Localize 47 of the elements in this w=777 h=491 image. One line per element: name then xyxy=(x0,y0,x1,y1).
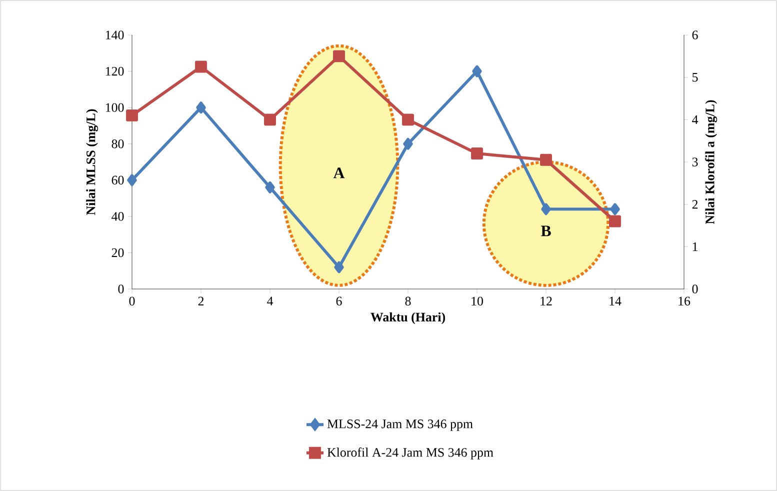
y2-tick-label: 3 xyxy=(692,158,698,166)
point xyxy=(472,65,482,78)
y-tick-label: 0 xyxy=(118,284,124,294)
y2-tick-label: 5 xyxy=(692,73,698,82)
point xyxy=(540,154,552,166)
x-tick-label: 12 xyxy=(540,296,552,306)
x-tick-label: 6 xyxy=(336,296,342,306)
y2-tick-label: 0 xyxy=(692,284,698,294)
point xyxy=(610,203,620,216)
annotation: B xyxy=(540,226,551,236)
y-tick-label: 80 xyxy=(112,139,124,148)
y2-tick-label: 6 xyxy=(692,30,698,40)
point xyxy=(127,174,137,186)
y2-tick-label: 4 xyxy=(692,115,698,124)
point xyxy=(333,50,345,62)
y-tick-label: 20 xyxy=(112,248,124,258)
y2-axis-title: Nilai Klorofil a (mg/L) xyxy=(705,100,718,224)
point xyxy=(196,102,206,114)
point xyxy=(265,181,275,194)
point xyxy=(126,109,138,122)
y-tick-label: 40 xyxy=(112,212,124,221)
x-tick-label: 4 xyxy=(267,296,274,306)
point xyxy=(264,114,276,126)
y-tick-label: 60 xyxy=(112,176,124,185)
point xyxy=(541,203,551,216)
y-tick-label: 100 xyxy=(106,103,124,112)
point xyxy=(402,114,414,126)
legend-label: Klorofil A-24 Jam MS 346 ppm xyxy=(327,448,494,460)
x-tick-label: 14 xyxy=(610,296,622,306)
x-tick-label: 8 xyxy=(405,296,411,306)
y-tick-label: 140 xyxy=(106,30,124,40)
legend-label: MLSS-24 Jam MS 346 ppm xyxy=(327,420,473,431)
point xyxy=(471,148,483,160)
annotation: A xyxy=(333,168,345,178)
point xyxy=(334,261,344,274)
x-tick-label: 0 xyxy=(129,296,135,306)
point xyxy=(403,138,413,150)
x-tick-label: 16 xyxy=(678,296,690,306)
x-tick-label: 10 xyxy=(472,296,483,306)
y2-tick-label: 2 xyxy=(692,200,698,209)
x-axis-title: Waktu (Hari) xyxy=(370,312,446,324)
y-tick-label: 120 xyxy=(106,66,124,76)
y2-tick-label: 1 xyxy=(692,242,698,251)
y-axis-title: Nilai MLSS (mg/L) xyxy=(86,109,98,215)
point xyxy=(195,60,207,73)
x-tick-label: 2 xyxy=(198,296,204,306)
point xyxy=(609,215,621,228)
